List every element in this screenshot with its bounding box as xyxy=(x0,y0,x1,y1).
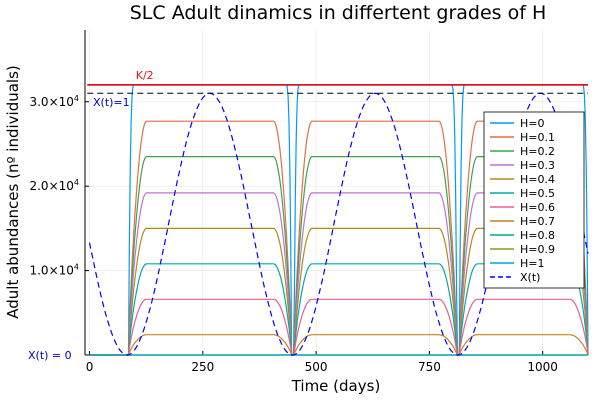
x-tick-label: 1000 xyxy=(527,360,558,374)
x-axis-label: Time (days) xyxy=(291,377,381,395)
annotation-xt-one: X(t)=1 xyxy=(93,96,130,109)
legend-box xyxy=(483,111,585,289)
annotations: X(t)=1 X(t) = 0 xyxy=(28,96,130,362)
x-tick-label: 0 xyxy=(86,360,94,374)
legend-label: H=0.2 xyxy=(520,145,555,158)
legend-label: H=0.9 xyxy=(520,243,555,256)
series-line-H-0-7 xyxy=(89,334,589,356)
legend-label: H=0 xyxy=(520,117,545,130)
x-tick-label: 750 xyxy=(418,360,441,374)
tick-labels: 0 250 500 750 1000 1.0×104 2.0×104 3.0×104 xyxy=(29,94,557,374)
legend-label: X(t) xyxy=(520,271,540,284)
y-tick-label: 1.0×104 xyxy=(29,263,79,278)
reference-line-label: K/2 xyxy=(136,69,154,82)
legend-label: H=0.4 xyxy=(520,173,555,186)
x-tick-label: 250 xyxy=(191,360,214,374)
legend-label: H=1 xyxy=(520,257,545,270)
chart-title: SLC Adult dinamics in differtent grades … xyxy=(130,2,547,24)
legend-label: H=0.1 xyxy=(520,131,555,144)
y-axis-label: Adult abundances (nº individuals) xyxy=(4,65,22,319)
legend-label: H=0.3 xyxy=(520,159,555,172)
y-tick-label: 3.0×104 xyxy=(29,94,79,109)
annotation-xt-zero: X(t) = 0 xyxy=(28,349,72,362)
legend-label: H=0.5 xyxy=(520,187,555,200)
legend-label: H=0.6 xyxy=(520,201,555,214)
legend: H=0H=0.1H=0.2H=0.3H=0.4H=0.5H=0.6H=0.7H=… xyxy=(483,111,585,289)
legend-label: H=0.8 xyxy=(520,229,555,242)
x-tick-label: 500 xyxy=(305,360,328,374)
series-line-H-0-6 xyxy=(89,298,589,356)
reference-lines: K/2 xyxy=(87,69,588,94)
legend-label: H=0.7 xyxy=(520,215,555,228)
y-tick-label: 2.0×104 xyxy=(29,178,79,193)
